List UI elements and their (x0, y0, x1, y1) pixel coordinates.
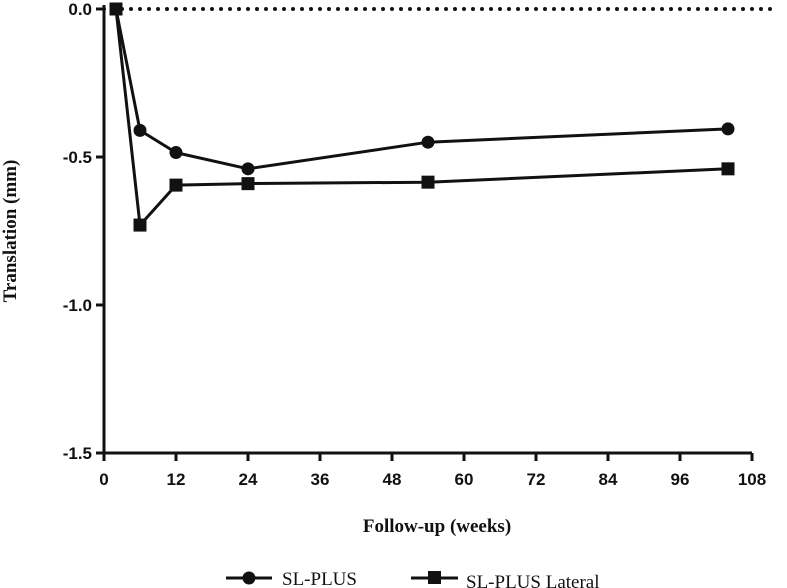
data-point-sl-plus-lateral (241, 177, 255, 191)
y-tick-label: -1.0 (63, 296, 92, 315)
x-tick-label: 12 (167, 470, 186, 489)
y-tick-label: 0.0 (68, 0, 92, 19)
x-tick-label: 84 (599, 470, 618, 489)
x-axis-title: Follow-up (weeks) (363, 516, 511, 537)
data-point-sl-plus (721, 122, 735, 136)
x-tick-label: 48 (383, 470, 402, 489)
data-point-sl-plus-lateral (169, 178, 183, 192)
x-tick-label: 108 (738, 470, 766, 489)
data-point-sl-plus-lateral (109, 2, 123, 16)
x-tick-label: 60 (455, 470, 474, 489)
series-line-sl-plus-lateral (114, 8, 729, 227)
axes (96, 5, 754, 461)
data-point-sl-plus (133, 123, 147, 137)
x-tick-label: 36 (311, 470, 330, 489)
data-point-sl-plus (421, 135, 435, 149)
data-point-sl-plus-lateral (421, 175, 435, 189)
series-line-sl-plus (114, 8, 729, 171)
legend-marker-sl-plus-lateral (428, 571, 441, 584)
x-tick-label: 96 (671, 470, 690, 489)
legend-marker-sl-plus (242, 571, 256, 585)
y-tick-label: -0.5 (63, 148, 92, 167)
tick-labels-layer: 0.0 -0.5 -1.0 -1.5 0 12 24 36 48 60 72 84 96 108 (63, 0, 766, 489)
series-layer (109, 2, 735, 232)
x-tick-label: 72 (527, 470, 546, 489)
legend-label-sl-plus: SL-PLUS (282, 569, 357, 588)
data-point-sl-plus (169, 146, 183, 160)
x-tick-label: 0 (99, 470, 108, 489)
legend: SL-PLUS SL-PLUS Lateral (226, 569, 600, 588)
legend-label-sl-plus-lateral: SL-PLUS Lateral (466, 572, 600, 588)
data-point-sl-plus-lateral (721, 162, 735, 176)
x-tick-label: 24 (239, 470, 258, 489)
y-tick-label: -1.5 (63, 444, 92, 463)
y-axis-title: Translation (mm) (0, 160, 21, 303)
data-point-sl-plus (241, 162, 255, 176)
data-point-sl-plus-lateral (133, 218, 147, 232)
